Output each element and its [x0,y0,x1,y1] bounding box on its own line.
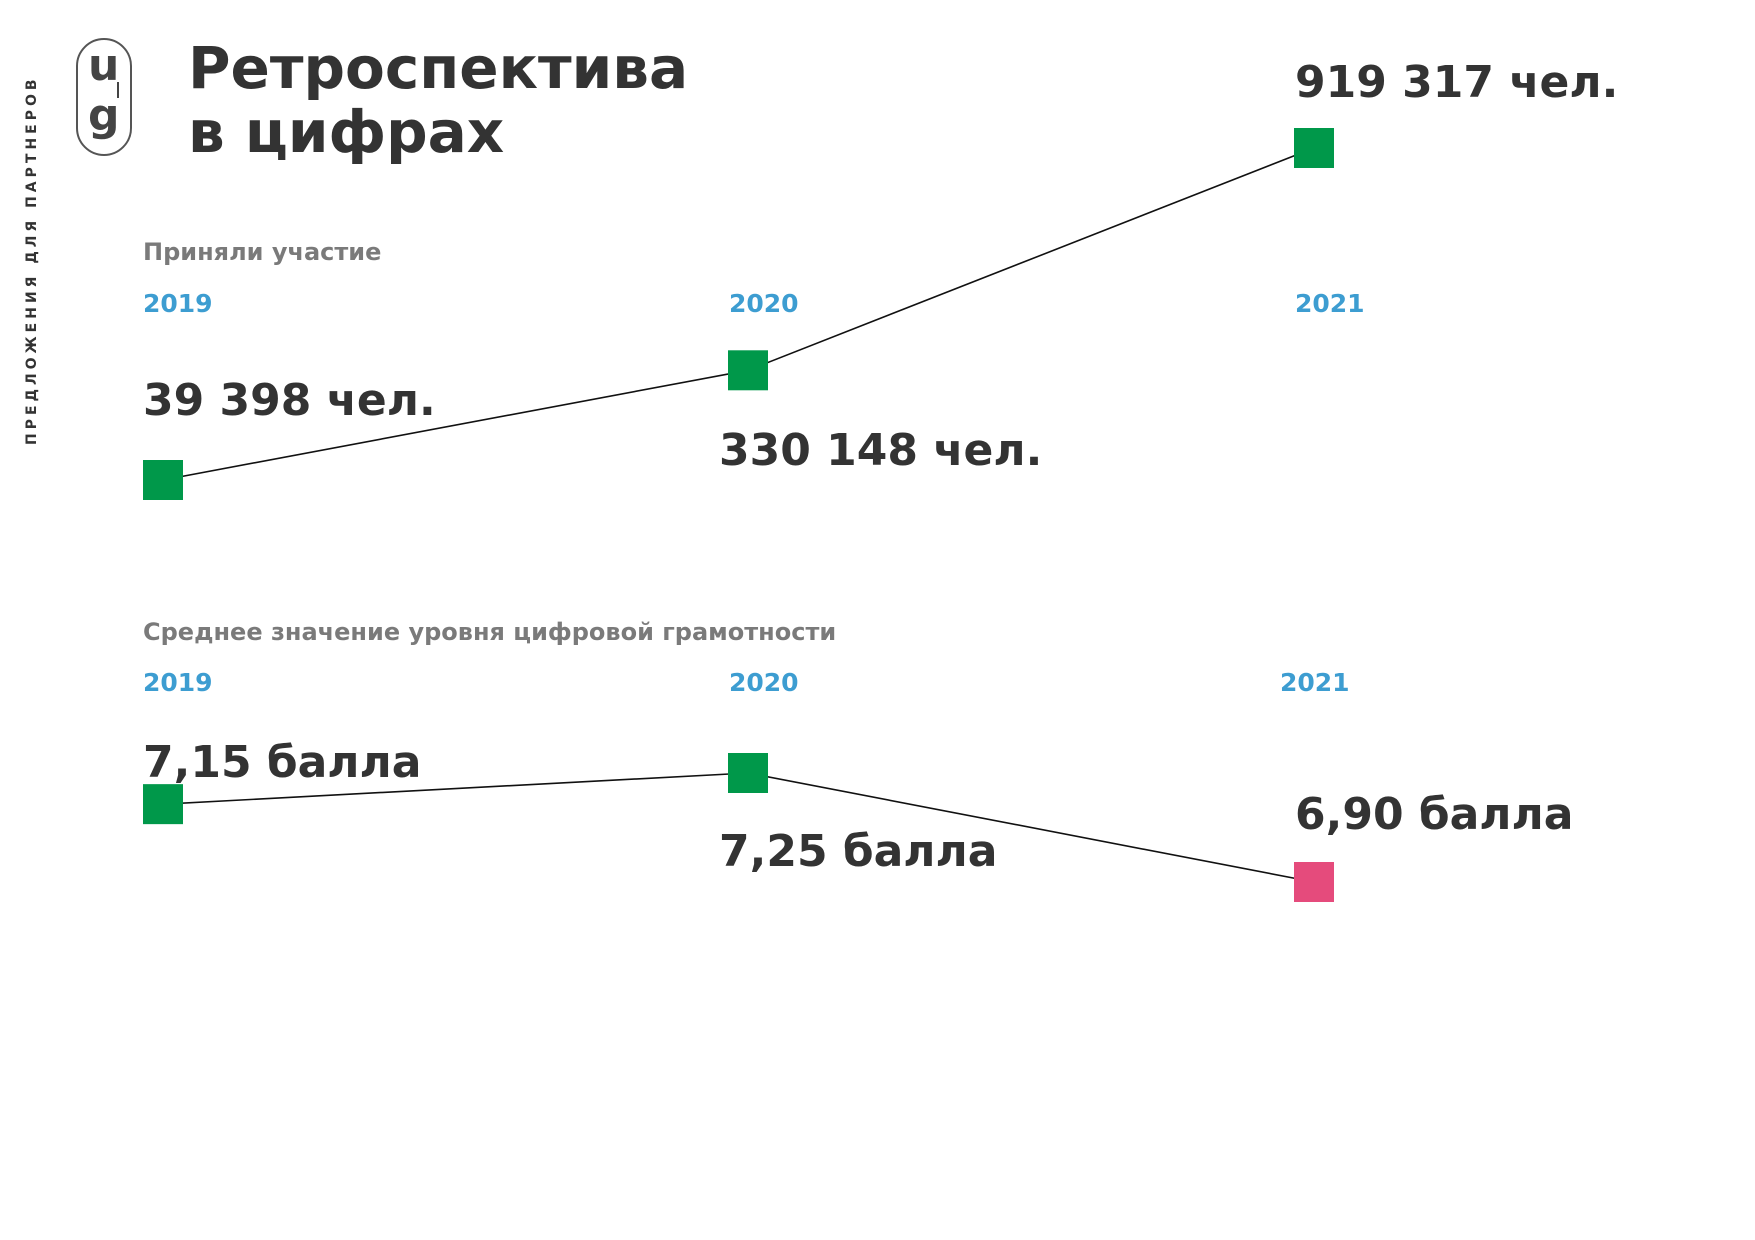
series-line-segment [747,147,1315,372]
value-label-2019: 39 398 чел. [143,375,436,426]
year-label-2021: 2021 [1295,289,1365,318]
chart-1: Приняли участие 2019 2020 2021 39 398 чел. 33… [143,57,1618,500]
data-marker-2021 [1294,862,1334,902]
year-label-2021: 2021 [1280,668,1350,697]
series-line-segment [162,369,749,481]
series-line-segment [162,772,749,805]
year-label-2020: 2020 [729,289,799,318]
value-label-2019: 7,15 балла [143,737,421,788]
year-label-2020: 2020 [729,668,799,697]
logo: u g [76,38,132,156]
logo-letter-u: u [88,40,120,91]
value-label-2020: 7,25 балла [719,826,997,877]
data-marker-2020 [728,350,768,391]
data-marker-2021 [1294,128,1334,168]
data-marker-2019 [143,460,183,500]
value-label-2021: 6,90 балла [1295,789,1573,840]
value-label-2021: 919 317 чел. [1295,57,1618,108]
series-line-segment [747,772,1315,883]
year-label-2019: 2019 [143,289,213,318]
value-label-2020: 330 148 чел. [719,425,1042,476]
data-marker-2020 [728,753,768,793]
logo-bar [117,82,119,98]
logo-letter-g: g [88,90,120,141]
data-marker-2019 [143,784,183,825]
chart-2: Среднее значение уровня цифровой грамотн… [143,618,1573,902]
chart-title: Среднее значение уровня цифровой грамотн… [143,618,836,646]
year-label-2019: 2019 [143,668,213,697]
page-title: Ретроспектива в цифрах [188,34,689,166]
chart-title: Приняли участие [143,238,381,266]
